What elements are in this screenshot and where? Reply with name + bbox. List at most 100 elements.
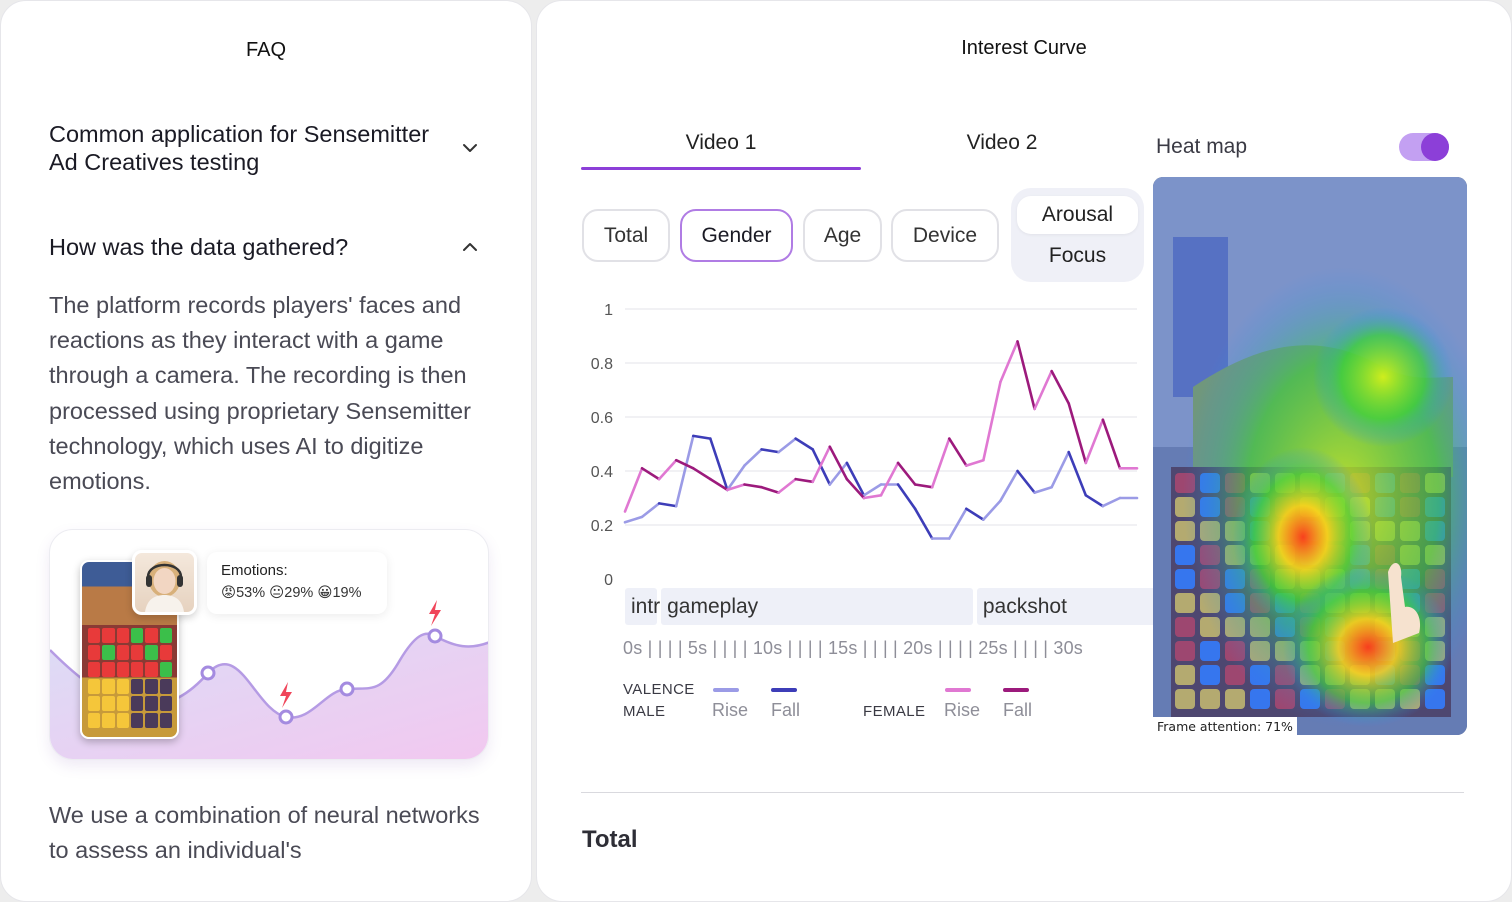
faq-more-text: We use a combination of neural networks …: [49, 802, 480, 864]
series-female-segment: [1067, 402, 1088, 465]
filter-age[interactable]: Age: [803, 209, 882, 262]
filter-total[interactable]: Total: [582, 209, 670, 262]
series-female-segment: [913, 483, 934, 489]
swatch-female-fall: [1003, 688, 1029, 692]
series-male-segment: [828, 461, 849, 486]
legend-male-rise: Rise: [712, 700, 749, 720]
series-female-segment: [1033, 369, 1053, 411]
series-female-segment: [999, 340, 1019, 384]
series-male-segment: [896, 483, 917, 511]
series-male-segment: [674, 434, 695, 508]
board-gem: [1175, 617, 1195, 637]
series-female-segment: [709, 477, 729, 492]
interest-curve-chart: 0 0.2 0.4 0.6 0.8 1: [591, 302, 1139, 589]
series-male-segment: [1084, 494, 1105, 508]
series-female-segment: [1101, 418, 1122, 470]
y-tick-label: 0.2: [591, 518, 613, 535]
series-male-segment: [965, 507, 985, 521]
swatch-male-rise: [713, 688, 739, 692]
filter-device[interactable]: Device: [891, 209, 999, 262]
phase-packshot: packshot: [976, 588, 1179, 625]
series-female-segment: [623, 467, 644, 513]
player-avatar: [132, 550, 197, 615]
tab-video-1[interactable]: Video 1: [685, 131, 757, 154]
series-male-segment: [794, 437, 815, 451]
series-female-segment: [1084, 418, 1105, 465]
series-female-segment: [1016, 340, 1036, 411]
series-female-segment: [777, 477, 797, 494]
legend-male: MALE: [623, 703, 666, 720]
series-male-segment: [1016, 469, 1036, 494]
series-male-segment: [709, 437, 729, 492]
series-male-segment: [845, 461, 866, 497]
series-female-segment: [1050, 369, 1071, 405]
y-tick-label: 0.4: [591, 464, 613, 481]
total-section-title: Total: [582, 826, 638, 853]
tab-video-2[interactable]: Video 2: [966, 131, 1038, 154]
series-male-segment: [657, 502, 678, 508]
series-male-segment: [947, 507, 968, 540]
interest-curve-title: Interest Curve: [961, 37, 1087, 59]
series-male-segment: [1067, 450, 1088, 497]
faq-question-2[interactable]: How was the data gathered?: [49, 234, 349, 260]
series-female-segment: [965, 458, 985, 467]
interest-curve-panel: Interest Curve Video 1 Video 2 Heat map …: [536, 0, 1512, 902]
series-female-segment: [726, 483, 746, 492]
series-male-segment: [982, 499, 1002, 521]
emotion-illustration: Emotions: 😡53% 😐29% 😀19%: [49, 529, 489, 760]
series-female-segment: [743, 483, 763, 489]
board-gem: [1200, 641, 1220, 661]
filter-gender[interactable]: Gender: [680, 209, 793, 262]
metric-arousal[interactable]: Arousal: [1017, 196, 1138, 234]
heat-map-frame[interactable]: [1153, 177, 1467, 735]
heat-map-label: Heat map: [1156, 135, 1248, 158]
series-female-segment: [828, 445, 849, 481]
legend-female: FEMALE: [863, 703, 926, 720]
series-female-segment: [640, 467, 661, 481]
frame-attention-label: Frame attention: 71%: [1153, 717, 1297, 736]
board-gem: [1175, 689, 1195, 709]
toggle-knob: [1421, 133, 1449, 161]
faq-title: FAQ: [245, 39, 286, 61]
legend-female-fall: Fall: [1003, 700, 1033, 720]
series-male-segment: [862, 483, 883, 497]
heat-map-toggle[interactable]: [1399, 133, 1449, 161]
legend-valence: VALENCE: [623, 681, 695, 698]
series-male-segment: [913, 507, 934, 540]
faq-panel: FAQ Common application for Sensemitter A…: [0, 0, 532, 902]
metric-focus[interactable]: Focus: [1048, 244, 1107, 267]
series-male-segment: [691, 434, 712, 440]
emotions-title: Emotions:: [221, 562, 288, 579]
section-divider: [581, 792, 1464, 793]
board-gem: [1200, 689, 1220, 709]
board-gem: [1175, 641, 1195, 661]
series-female-segment: [896, 461, 917, 486]
chevron-up-icon[interactable]: [460, 237, 480, 257]
faq-question-1[interactable]: Common application for Sensemitter Ad Cr…: [49, 121, 430, 175]
y-tick-label: 0: [604, 572, 613, 589]
phase-gameplay: gameplay: [661, 588, 973, 625]
emotions-card: Emotions: 😡53% 😐29% 😀19%: [207, 552, 387, 614]
series-female-segment: [674, 458, 695, 470]
swatch-male-fall: [771, 688, 797, 692]
emotions-values: 😡53% 😐29% 😀19%: [221, 585, 362, 601]
series-female-segment: [657, 458, 678, 481]
series-female-segment: [982, 380, 1002, 462]
series-male-segment: [640, 502, 661, 519]
board-gem: [1175, 665, 1195, 685]
legend-female-rise: Rise: [944, 700, 981, 720]
swatch-female-rise: [945, 688, 971, 692]
series-male-segment: [999, 469, 1019, 502]
series-female-segment: [862, 494, 883, 500]
series-male-segment: [760, 448, 780, 454]
metric-selector: Arousal Focus: [1011, 188, 1144, 282]
timeline-scale: 0s | | | | 5s | | | | 10s | | | | 15s | …: [623, 638, 1083, 658]
chevron-down-icon[interactable]: [460, 138, 480, 158]
series-female-segment: [811, 445, 832, 484]
y-tick-label: 0.8: [591, 356, 613, 373]
board-gem: [1175, 569, 1195, 589]
series-female-segment: [760, 485, 780, 494]
board-gem: [1225, 689, 1245, 709]
series-male-segment: [1050, 450, 1071, 489]
legend-male-fall: Fall: [771, 700, 801, 720]
